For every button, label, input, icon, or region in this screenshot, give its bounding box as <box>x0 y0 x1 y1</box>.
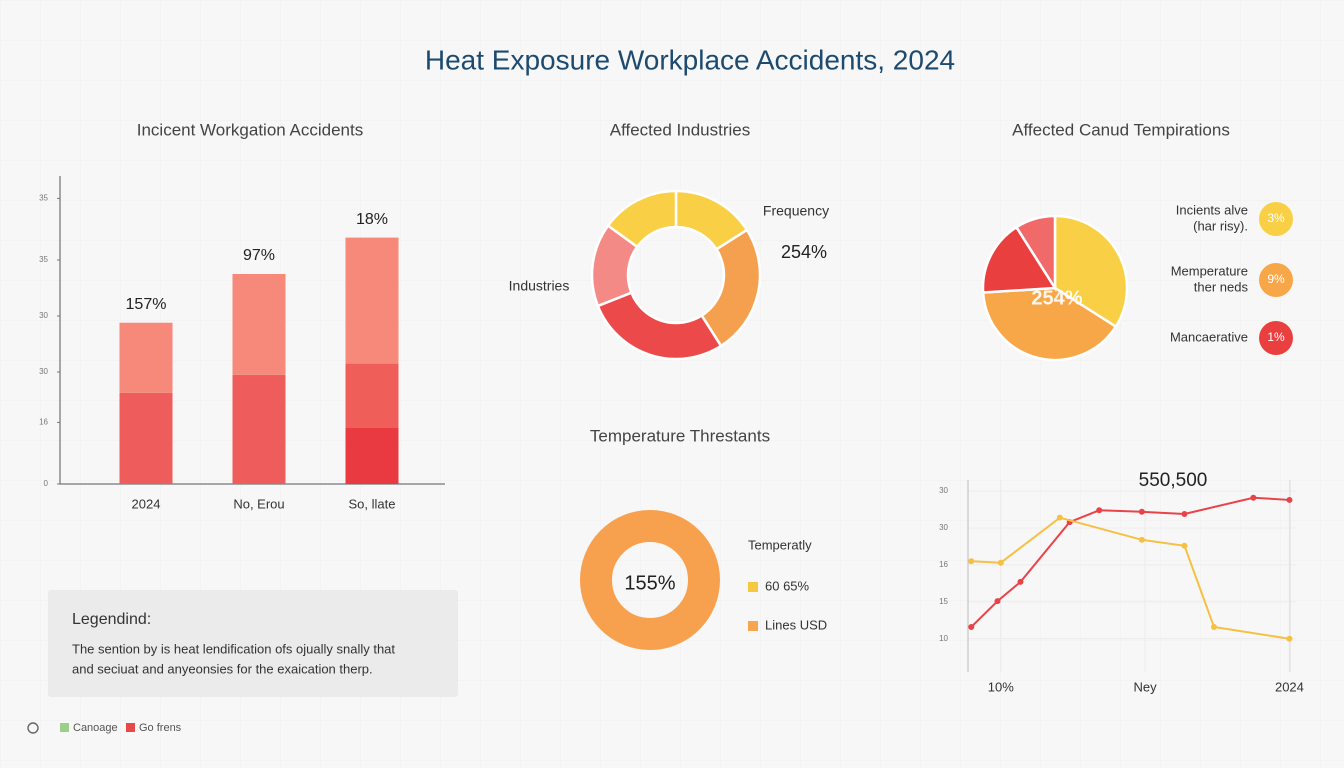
line-point <box>1286 496 1293 503</box>
bar-segment <box>345 237 399 364</box>
line-point <box>1017 578 1024 585</box>
legend-label: Canoage <box>73 722 118 734</box>
bar-label: 97% <box>243 247 275 264</box>
chart-title: Temperature Threstants <box>590 426 770 445</box>
annotation: Industries <box>509 278 570 294</box>
y-tick-label: 35 <box>39 194 48 203</box>
y-tick-label: 15 <box>939 597 948 606</box>
line-point <box>1096 507 1103 514</box>
x-tick-label: So, llate <box>349 496 396 511</box>
line-point <box>1138 536 1145 543</box>
line-point <box>1181 542 1188 549</box>
chart-title: Incicent Workgation Accidents <box>137 120 363 139</box>
y-tick-label: 10 <box>939 634 948 643</box>
y-tick-label: 30 <box>939 486 948 495</box>
line-point <box>994 598 1001 605</box>
bar-label: 157% <box>126 296 167 313</box>
bar-segment <box>345 363 399 428</box>
legend-swatch <box>748 621 758 631</box>
center-label: 254% <box>1031 287 1082 309</box>
annotation: 254% <box>781 242 827 262</box>
donut-segment <box>596 291 723 361</box>
legend-title: Temperatly <box>748 537 812 552</box>
annotation: 550,500 <box>1139 470 1208 491</box>
chart-title: Affected Industries <box>610 120 751 139</box>
line-point <box>1286 635 1293 642</box>
line-point <box>1138 508 1145 515</box>
legend-label: (har risy). <box>1193 218 1248 233</box>
bar-label: 18% <box>356 211 388 228</box>
y-tick-label: 16 <box>939 560 948 569</box>
bar-segment <box>119 322 173 393</box>
legend-badge <box>1259 263 1293 297</box>
pie-slice <box>981 225 1058 294</box>
pie-slice <box>981 286 1118 362</box>
x-tick-label: No, Erou <box>233 496 284 511</box>
page-title: Heat Exposure Workplace Accidents, 2024 <box>425 44 955 75</box>
legend-label: ther neds <box>1194 279 1249 294</box>
line-point <box>1181 510 1188 517</box>
legend-label: Mancaerative <box>1170 329 1248 344</box>
y-tick-label: 30 <box>939 523 948 532</box>
line-point <box>997 559 1004 566</box>
y-tick-label: 16 <box>39 418 48 427</box>
donut-segment <box>580 510 720 650</box>
x-tick-label: 2024 <box>1275 679 1304 694</box>
line-point <box>1211 623 1217 630</box>
footer-icon <box>27 722 39 734</box>
x-tick-label: 10% <box>988 679 1014 694</box>
legend-box-line: and seciuat and anyeonsies for the exaic… <box>72 661 373 676</box>
donut-segment <box>606 189 678 249</box>
legend-swatch <box>60 723 69 732</box>
legend-label: Incients alve <box>1176 202 1248 217</box>
legend-badge-label: 9% <box>1267 272 1285 286</box>
line-point <box>968 558 975 565</box>
legend-swatch <box>748 582 758 592</box>
legend-label: Go frens <box>139 722 182 734</box>
legend-box-line: The sention by is heat lendification ofs… <box>72 641 395 656</box>
legend-box-heading: Legendind: <box>72 611 151 628</box>
bar-segment <box>232 374 286 484</box>
legend-label: Lines USD <box>765 617 827 632</box>
y-tick-label: 35 <box>39 255 48 264</box>
y-tick-label: 30 <box>39 311 48 320</box>
bar-segment <box>232 274 286 375</box>
legend-box <box>48 590 458 697</box>
bar-segment <box>345 428 399 484</box>
line-point <box>968 623 975 630</box>
legend-label: Memperature <box>1171 263 1248 278</box>
legend-badge-label: 3% <box>1267 211 1285 225</box>
legend-swatch <box>126 723 135 732</box>
center-label: 155% <box>624 572 675 594</box>
annotation: Frequency <box>763 203 829 219</box>
chart-title: Affected Canud Tempirations <box>1012 120 1230 139</box>
y-tick-label: 30 <box>39 367 48 376</box>
y-tick-label: 0 <box>44 479 49 488</box>
line-point <box>1056 514 1063 521</box>
legend-badge <box>1259 321 1293 355</box>
x-tick-label: Ney <box>1134 679 1158 694</box>
legend-badge <box>1259 202 1293 236</box>
line-point <box>1250 494 1257 501</box>
x-tick-label: 2024 <box>132 496 161 511</box>
bar-segment <box>119 392 173 484</box>
legend-badge-label: 1% <box>1267 330 1285 344</box>
pie-slice <box>1014 214 1057 293</box>
legend-label: 60 65% <box>765 578 810 593</box>
